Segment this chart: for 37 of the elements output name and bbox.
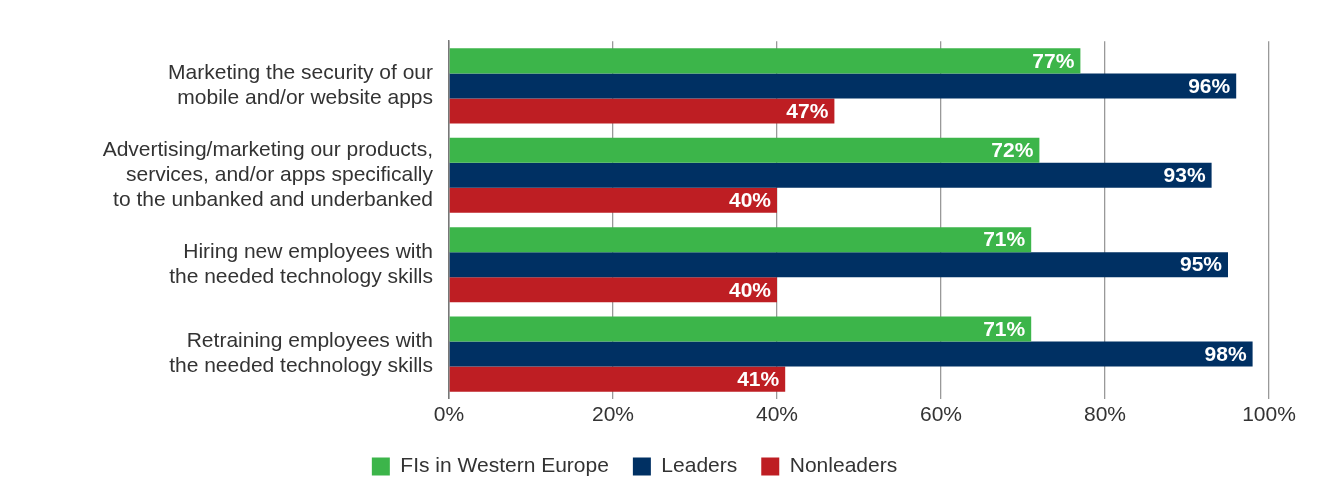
legend-label: FIs in Western Europe <box>400 453 609 477</box>
y-tick-label: Marketing the security of our mobile and/or website apps <box>168 60 433 109</box>
y-tick-label: Advertising/marketing our products, services, and/or apps specifically to the unbanked and underbanked <box>102 136 434 211</box>
data-label: 77% <box>1032 48 1075 72</box>
data-label: 93% <box>1163 163 1206 187</box>
x-tick-label: 40% <box>755 402 799 426</box>
x-tick-label: 80% <box>1083 402 1127 426</box>
bar <box>449 73 1237 99</box>
data-label: 98% <box>1204 341 1247 365</box>
bar <box>449 316 1032 342</box>
legend-label: Leaders <box>661 453 738 477</box>
bar <box>449 48 1081 74</box>
data-label: 40% <box>728 188 772 212</box>
bar <box>449 162 1212 188</box>
data-label: 96% <box>1188 73 1231 97</box>
x-tick-label: 60% <box>919 402 963 426</box>
bar <box>449 277 777 303</box>
data-label: 71% <box>983 316 1026 340</box>
bar <box>449 137 1040 163</box>
data-label: 41% <box>737 366 780 390</box>
y-tick-label: Hiring new employees with the needed technology skills <box>169 238 433 288</box>
data-label: 72% <box>991 138 1034 162</box>
x-tick-label: 0% <box>433 402 465 426</box>
bar <box>449 187 777 213</box>
legend-label: Nonleaders <box>789 453 898 477</box>
bar <box>449 98 835 124</box>
data-label: 95% <box>1179 252 1223 276</box>
bar <box>449 227 1032 253</box>
data-label: 40% <box>728 277 772 301</box>
x-tick-label: 20% <box>591 402 635 426</box>
data-label: 71% <box>983 227 1026 251</box>
y-tick-label: Retraining employees with the needed technology skills <box>169 328 433 377</box>
bar <box>449 366 786 392</box>
x-tick-label: 100% <box>1242 402 1296 426</box>
bar <box>449 252 1228 278</box>
bar <box>449 341 1253 367</box>
data-label: 47% <box>786 98 829 122</box>
